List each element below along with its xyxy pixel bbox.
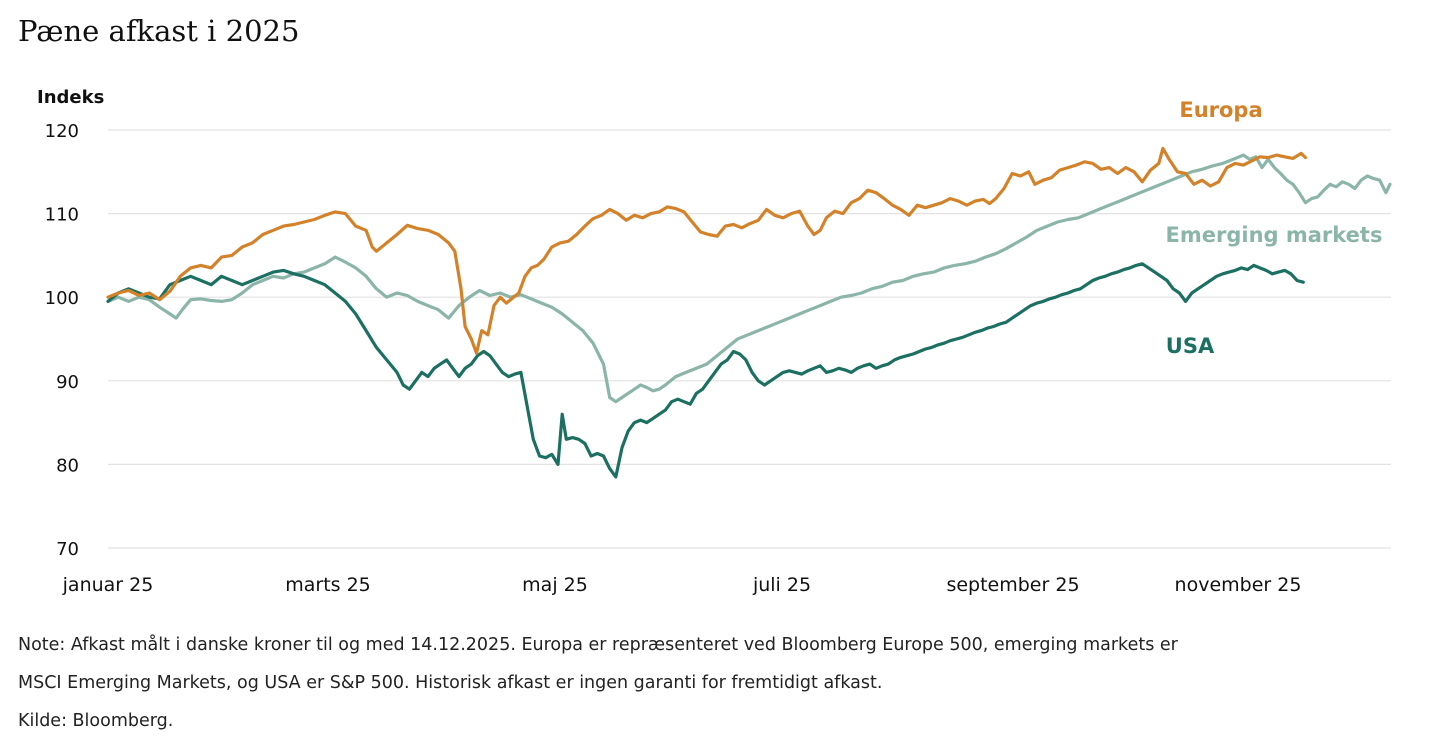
- y-tick-label: 90: [56, 372, 79, 393]
- chart-notes: Note: Afkast målt i danske kroner til og…: [18, 626, 1428, 740]
- y-axis-label: Indeks: [37, 87, 104, 108]
- series-line-europa: [106, 146, 1307, 355]
- y-axis-tick-labels: 70 80 90 100 110 120: [45, 121, 79, 560]
- x-tick-label: november 25: [1175, 574, 1302, 596]
- note-line-1: Note: Afkast målt i danske kroner til og…: [18, 635, 1178, 655]
- y-tick-label: 80: [56, 455, 79, 476]
- note-line-2: MSCI Emerging Markets, og USA er S&P 500…: [18, 673, 883, 693]
- x-tick-label: januar 25: [62, 574, 154, 596]
- series-lines: [106, 146, 1392, 479]
- series-label-emerging-markets: Emerging markets: [1166, 223, 1383, 247]
- gridlines: [108, 129, 1391, 549]
- x-axis-tick-labels: januar 25 marts 25 maj 25 juli 25 september …: [62, 574, 1302, 596]
- x-tick-label: maj 25: [522, 574, 588, 596]
- series-line-usa: [106, 262, 1305, 479]
- series-labels: Europa Emerging markets USA: [1166, 98, 1383, 358]
- y-tick-label: 100: [45, 288, 79, 309]
- series-label-usa: USA: [1166, 334, 1215, 358]
- x-tick-label: marts 25: [285, 574, 371, 596]
- page-title: Pæne afkast i 2025: [18, 14, 300, 48]
- series-label-europa: Europa: [1179, 98, 1262, 122]
- y-tick-label: 70: [56, 539, 79, 560]
- series-line-emerging-markets: [106, 153, 1392, 404]
- source-line: Kilde: Bloomberg.: [18, 711, 174, 731]
- x-tick-label: september 25: [946, 574, 1079, 596]
- x-tick-label: juli 25: [752, 574, 811, 596]
- y-tick-label: 120: [45, 121, 79, 142]
- y-tick-label: 110: [45, 205, 79, 226]
